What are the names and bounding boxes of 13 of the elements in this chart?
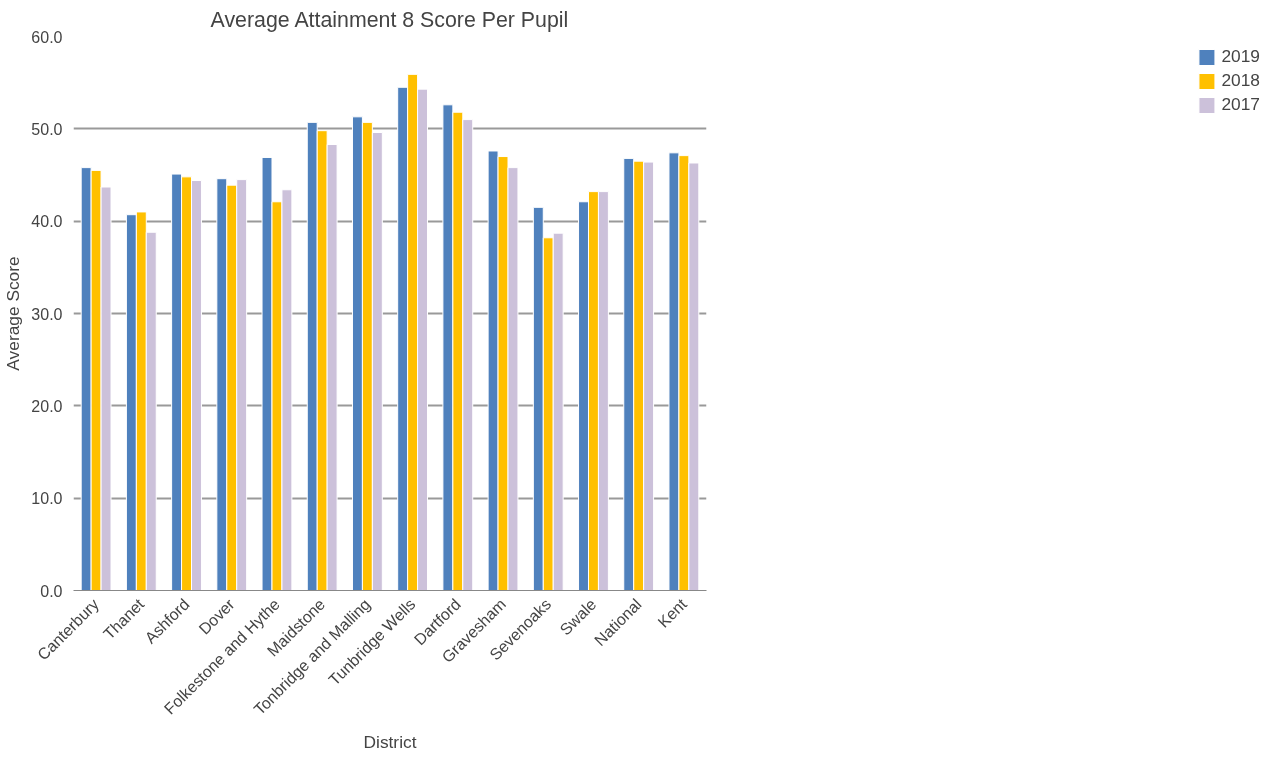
x-axis-title: District [363, 732, 417, 753]
legend-label: 2018 [1221, 70, 1260, 91]
y-tick-label: 0.0 [40, 582, 63, 600]
y-tick-label: 60.0 [31, 28, 63, 46]
y-axis-title: Average Score [3, 256, 24, 371]
legend-label: 2017 [1221, 94, 1260, 115]
legend-label: 2019 [1221, 46, 1260, 67]
y-tick-label: 30.0 [31, 305, 63, 323]
y-tick-label: 40.0 [31, 213, 63, 231]
y-tick-label: 10.0 [31, 490, 63, 508]
y-tick-label: 20.0 [31, 397, 63, 415]
chart-title: Average Attainment 8 Score Per Pupil [210, 7, 569, 32]
y-tick-label: 50.0 [31, 120, 63, 138]
